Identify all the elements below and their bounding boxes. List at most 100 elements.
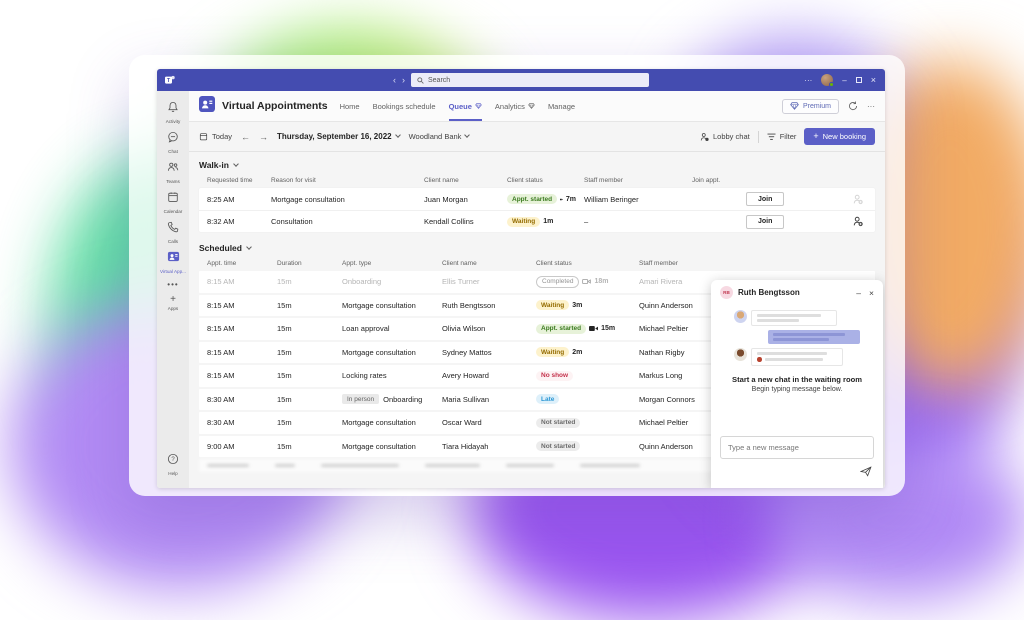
tab-bookings-schedule[interactable]: Bookings schedule xyxy=(372,101,436,111)
scheduled-row[interactable]: 9:00 AM 15m Mortgage consultation Tiara Hid… xyxy=(199,435,875,457)
join-button[interactable]: Join xyxy=(746,214,785,229)
close-button[interactable]: × xyxy=(870,75,876,85)
prev-day-icon[interactable]: ← xyxy=(241,131,251,142)
assign-staff-button[interactable] xyxy=(853,216,863,227)
scheduled-row[interactable]: 8:15 AM 15m Mortgage consultation Ruth Beng… xyxy=(199,294,875,316)
client-name: Avery Howard xyxy=(442,371,489,381)
status-badge: Appt. started xyxy=(536,323,587,334)
sidebar-more-icon[interactable]: ••• xyxy=(167,280,179,289)
chat-subtext: Begin typing message below. xyxy=(751,385,843,393)
appt-type: Locking rates xyxy=(342,371,387,381)
walk-in-row[interactable]: 8:25 AM Mortgage consultation Juan Morgan A… xyxy=(199,188,875,210)
appt-type: Mortgage consultation xyxy=(342,347,416,357)
duration: 15m xyxy=(277,277,292,287)
client-name: Maria Sullivan xyxy=(442,394,490,404)
filter-button[interactable]: Filter xyxy=(767,132,796,141)
client-status-cell: Waiting 3m xyxy=(528,300,631,311)
walk-in-section-title[interactable]: Walk-in xyxy=(199,160,875,170)
back-icon[interactable]: ‹ xyxy=(393,74,396,85)
sidebar-item-teams[interactable]: Teams xyxy=(158,158,188,186)
status-badge: Completed xyxy=(536,275,580,288)
tab-queue[interactable]: Queue xyxy=(448,91,482,121)
sidebar-item-calendar[interactable]: Calendar xyxy=(158,188,188,216)
chat-header: RB Ruth Bengtsson – × xyxy=(720,286,874,299)
chat-message-input[interactable] xyxy=(720,436,874,459)
sidebar-item-activity[interactable]: Activity xyxy=(158,98,188,126)
next-day-icon[interactable]: → xyxy=(259,131,269,142)
join-button[interactable]: Join xyxy=(746,192,785,206)
svg-text:?: ? xyxy=(171,457,175,463)
scheduled-row[interactable]: 8:15 AM 15m Loan approval Olivia Wilson Appt… xyxy=(199,318,875,340)
scheduled-row[interactable]: 8:15 AM 15m Mortgage consultation Sydney Ma… xyxy=(199,341,875,363)
premium-diamond-icon xyxy=(528,103,535,109)
assign-staff-icon xyxy=(853,216,863,227)
requested-time: 8:32 AM xyxy=(207,217,235,226)
sidebar-item-virtual-appointments[interactable]: Virtual App... xyxy=(158,248,188,276)
client-status-cell: Not started xyxy=(528,417,631,428)
chat-bubble-icon xyxy=(167,130,179,148)
chevron-down-icon xyxy=(246,243,252,250)
walk-in-row[interactable]: 8:32 AM Consultation Kendall Collins Waitin… xyxy=(199,210,875,232)
maximize-button[interactable] xyxy=(855,77,862,83)
in-person-badge: In person xyxy=(342,394,380,405)
staff-member: Markus Long xyxy=(639,371,683,381)
chat-close-icon[interactable]: × xyxy=(869,287,874,298)
appt-time: 8:15 AM xyxy=(207,371,235,381)
tab-analytics[interactable]: Analytics xyxy=(495,91,535,121)
red-dot xyxy=(757,357,762,362)
duration: 15m xyxy=(277,300,292,310)
sidebar-item-chat[interactable]: Chat xyxy=(158,128,188,156)
chat-minimize-icon[interactable]: – xyxy=(856,287,862,298)
appt-type: Mortgage consultation xyxy=(342,300,416,310)
client-name: Ellis Turner xyxy=(442,277,480,287)
client-name: Kendall Collins xyxy=(424,217,474,226)
scheduled-row[interactable]: 8:30 AM 15m Mortgage consultation Oscar War… xyxy=(199,412,875,434)
filter-icon xyxy=(767,133,776,140)
scheduled-row[interactable]: 8:15 AM 15m Locking rates Avery Howard No sh… xyxy=(199,365,875,387)
appt-time: 8:15 AM xyxy=(207,277,235,287)
titlebar-more-icon[interactable]: ··· xyxy=(804,75,813,85)
sidebar-item-apps[interactable]: + Apps xyxy=(167,294,179,312)
tab-manage[interactable]: Manage xyxy=(547,101,576,111)
status-badge: Not started xyxy=(536,417,581,428)
org-selector[interactable]: Woodland Bank xyxy=(409,132,471,141)
wait-duration: 1m xyxy=(543,218,554,225)
lobby-chat-button[interactable]: Lobby chat xyxy=(700,132,750,142)
scheduled-row[interactable]: 8:30 AM 15m In person Onboarding Maria Sulli… xyxy=(199,388,875,410)
appt-time: 8:15 AM xyxy=(207,300,235,310)
search-placeholder: Search xyxy=(428,76,451,84)
skeleton-message xyxy=(751,348,843,366)
scheduled-row[interactable]: 8:15 AM 15m Onboarding Ellis Turner Complete… xyxy=(199,271,875,293)
user-avatar[interactable] xyxy=(821,74,835,87)
header-more-icon[interactable]: ··· xyxy=(867,101,875,111)
lobby-person-icon xyxy=(700,132,709,141)
chat-headline: Start a new chat in the waiting room xyxy=(732,374,862,384)
sidebar-item-help[interactable]: ? Help xyxy=(158,450,188,478)
appt-time: 9:00 AM xyxy=(207,441,235,451)
help-icon: ? xyxy=(167,452,179,470)
scheduled-section-title[interactable]: Scheduled xyxy=(199,243,875,253)
today-button[interactable]: Today xyxy=(199,132,232,141)
date-picker[interactable]: Thursday, September 16, 2022 xyxy=(277,132,401,141)
duration: 15m xyxy=(277,324,292,334)
divider xyxy=(757,130,759,143)
walk-in-table: 8:25 AM Mortgage consultation Juan Morgan A… xyxy=(199,188,875,232)
new-booking-button[interactable]: + New booking xyxy=(804,128,875,145)
tab-home[interactable]: Home xyxy=(339,101,360,111)
appt-time: 8:30 AM xyxy=(207,418,235,428)
refresh-icon[interactable] xyxy=(848,101,858,111)
client-status-cell: Not started xyxy=(528,441,631,452)
app-header: Virtual Appointments Home Bookings sched… xyxy=(189,91,885,122)
minimize-button[interactable]: – xyxy=(842,75,847,85)
premium-button[interactable]: Premium xyxy=(781,98,839,114)
wait-duration: 18m xyxy=(594,278,609,286)
search-input[interactable]: Search xyxy=(411,73,649,87)
status-badge: Waiting xyxy=(507,216,541,227)
send-icon[interactable] xyxy=(859,464,872,482)
assign-staff-button[interactable] xyxy=(853,194,863,205)
staff-member: Quinn Anderson xyxy=(639,441,693,451)
forward-icon[interactable]: › xyxy=(402,74,405,85)
sidebar-item-calls[interactable]: Calls xyxy=(158,218,188,246)
client-name: Olivia Wilson xyxy=(442,324,486,334)
calendar-icon xyxy=(167,190,179,208)
